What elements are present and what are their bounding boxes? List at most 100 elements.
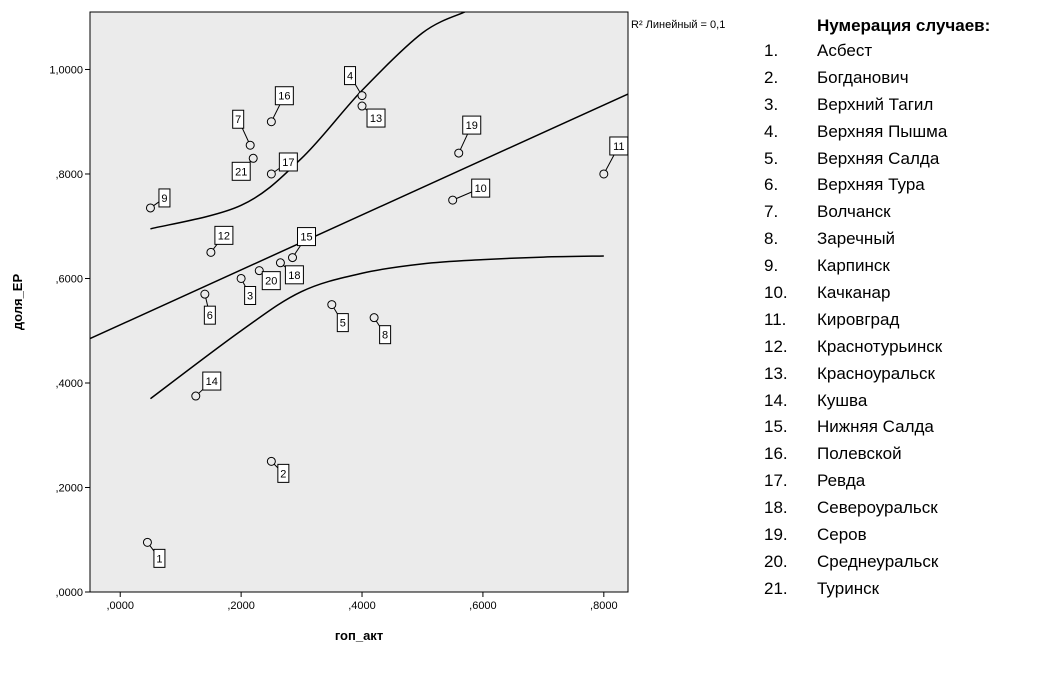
- legend-item: 13. Красноуральск: [760, 361, 1045, 388]
- data-point: 8: [369, 313, 392, 345]
- point-label-box: [277, 463, 290, 483]
- point-marker: [357, 101, 367, 111]
- legend-item: 2. Богданович: [760, 65, 1045, 92]
- point-label-box: [261, 271, 281, 291]
- point-marker: [266, 169, 276, 179]
- point-label: 11: [613, 141, 624, 153]
- legend-item-number: 3.: [764, 94, 779, 114]
- legend-title: Нумерация случаев:: [817, 16, 991, 35]
- point-label-box: [297, 227, 317, 247]
- legend-item-number: 21.: [764, 578, 788, 598]
- x-axis-label: гоп_акт: [335, 628, 383, 643]
- ci-upper-curve: [150, 12, 466, 230]
- data-point: 6: [200, 289, 216, 325]
- point-marker: [191, 391, 201, 401]
- legend-item-name: Карпинск: [817, 256, 890, 276]
- point-label-box: [214, 225, 234, 245]
- point-label: 3: [247, 290, 253, 302]
- legend-item-number: 14.: [764, 390, 788, 410]
- point-marker: [145, 203, 155, 213]
- legend-item-name: Североуральск: [817, 498, 938, 518]
- legend-item: 14. Кушва: [760, 388, 1045, 415]
- point-marker: [275, 258, 285, 268]
- legend-item: 6. Верхняя Тура: [760, 172, 1045, 199]
- point-marker: [266, 117, 276, 127]
- legend-item: 9. Карпинск: [760, 253, 1045, 280]
- data-point: 9: [145, 188, 171, 213]
- point-label-box: [609, 136, 629, 156]
- point-label: 21: [235, 166, 247, 178]
- fit-line: [90, 93, 628, 340]
- legend-item-number: 15.: [764, 417, 788, 437]
- point-label: 5: [340, 318, 346, 330]
- legend-item: 8. Заречный: [760, 226, 1045, 253]
- data-point: 7: [232, 109, 255, 150]
- point-label-box: [284, 265, 304, 285]
- x-tick-label: ,4000: [348, 600, 376, 612]
- legend-item: 11. Кировград: [760, 307, 1045, 334]
- point-marker: [142, 537, 152, 547]
- point-label-box: [344, 66, 357, 86]
- legend-item-number: 5.: [764, 148, 779, 168]
- legend-item: 18. Североуральск: [760, 495, 1045, 522]
- data-point: 10: [448, 178, 491, 205]
- point-label: 10: [475, 183, 487, 195]
- point-label: 1: [156, 553, 162, 565]
- point-label-box: [471, 178, 491, 198]
- point-label-box: [231, 161, 251, 181]
- data-point: 15: [288, 227, 317, 263]
- point-label: 6: [207, 310, 213, 322]
- data-point: 12: [206, 225, 234, 257]
- point-label: 7: [235, 114, 241, 126]
- legend-item: 20. Среднеуральск: [760, 549, 1045, 576]
- point-label: 2: [280, 468, 286, 480]
- point-label: 12: [218, 230, 230, 242]
- legend-item-name: Среднеуральск: [817, 551, 939, 571]
- legend-item-number: 19.: [764, 525, 788, 545]
- legend-item-number: 17.: [764, 471, 788, 491]
- legend-item: 7. Волчанск: [760, 199, 1045, 226]
- legend-item-name: Волчанск: [817, 202, 891, 222]
- data-point: 20: [254, 266, 281, 291]
- ci-lower-curve: [149, 255, 604, 400]
- point-marker: [206, 247, 216, 257]
- data-point: 17: [266, 152, 298, 179]
- y-tick-label: ,4000: [55, 378, 83, 390]
- legend-item: 10. Качканар: [760, 280, 1045, 307]
- x-tick-label: ,0000: [106, 600, 134, 612]
- legend-item-number: 2.: [764, 67, 779, 87]
- point-label-box: [202, 371, 222, 391]
- legend-item-number: 10.: [764, 283, 788, 303]
- point-marker: [248, 153, 258, 163]
- legend-item: 21. Туринск: [760, 576, 1045, 603]
- point-label-box: [203, 305, 216, 325]
- data-point: 19: [454, 115, 482, 158]
- point-label: 8: [382, 330, 388, 342]
- y-tick-label: ,2000: [55, 482, 83, 494]
- legend-item-number: 7.: [764, 202, 779, 222]
- point-marker: [599, 169, 609, 179]
- legend-item: 1. Асбест: [760, 38, 1045, 65]
- legend-item-name: Качканар: [817, 283, 891, 303]
- legend-item-name: Полевской: [817, 444, 902, 464]
- y-tick-label: ,8000: [55, 169, 83, 181]
- legend-item-number: 11.: [764, 309, 787, 329]
- legend-item: 4. Верхняя Пышма: [760, 119, 1045, 146]
- point-label-box: [336, 313, 349, 333]
- legend-item: 19. Серов: [760, 522, 1045, 549]
- legend-item-number: 13.: [764, 363, 788, 383]
- legend-item: 17. Ревда: [760, 468, 1045, 495]
- case-legend: Нумерация случаев: 1. Асбест 2. Богданович 3…: [760, 14, 1045, 603]
- x-tick-label: ,2000: [227, 600, 255, 612]
- point-label-box: [278, 152, 298, 172]
- point-marker: [266, 456, 276, 466]
- point-marker: [327, 300, 337, 310]
- data-point: 18: [275, 258, 304, 285]
- point-label: 17: [282, 157, 294, 169]
- point-label: 19: [466, 120, 478, 132]
- point-marker: [454, 148, 464, 158]
- legend-item-number: 1.: [764, 41, 779, 60]
- legend-item: 5. Верхняя Салда: [760, 146, 1045, 173]
- x-tick-label: ,6000: [469, 600, 497, 612]
- point-label: 13: [370, 113, 382, 125]
